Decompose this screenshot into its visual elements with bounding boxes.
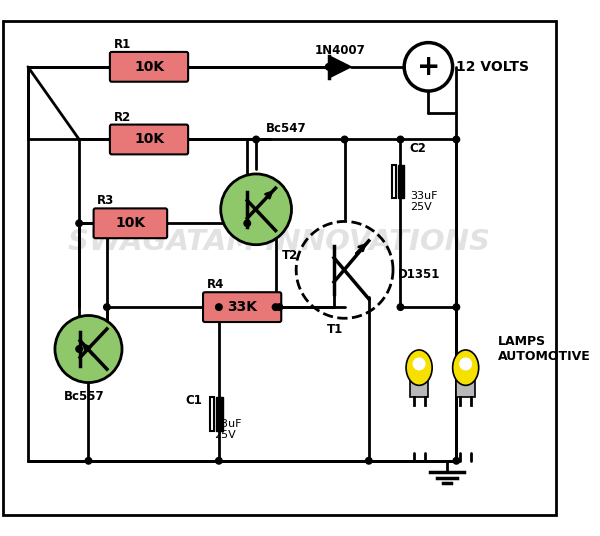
FancyBboxPatch shape (94, 209, 167, 238)
Text: 1N4007: 1N4007 (314, 43, 365, 57)
Text: Bc547: Bc547 (265, 122, 306, 135)
Text: 33uF
25V: 33uF 25V (410, 191, 437, 212)
Text: R3: R3 (97, 195, 115, 207)
Circle shape (215, 304, 222, 310)
Circle shape (76, 346, 82, 352)
Bar (216, 398, 223, 431)
Circle shape (104, 304, 110, 310)
FancyBboxPatch shape (203, 292, 281, 322)
Text: T1: T1 (327, 323, 343, 336)
Text: 10K: 10K (115, 217, 145, 230)
Circle shape (365, 458, 372, 464)
Circle shape (453, 136, 460, 143)
Circle shape (221, 174, 292, 245)
Circle shape (404, 43, 452, 91)
Circle shape (397, 136, 404, 143)
Bar (211, 398, 214, 431)
Circle shape (253, 136, 259, 143)
Circle shape (85, 458, 92, 464)
Circle shape (276, 304, 283, 310)
Text: LAMPS
AUTOMOTIVE: LAMPS AUTOMOTIVE (498, 335, 591, 363)
Circle shape (341, 136, 348, 143)
Text: C2: C2 (410, 142, 427, 155)
Text: D1351: D1351 (398, 268, 440, 281)
Text: 10K: 10K (134, 132, 164, 146)
Ellipse shape (459, 358, 472, 370)
Circle shape (215, 458, 222, 464)
Ellipse shape (413, 358, 425, 370)
Circle shape (55, 316, 122, 383)
Ellipse shape (406, 350, 432, 385)
Bar (392, 165, 396, 198)
Text: C1: C1 (185, 394, 202, 407)
Circle shape (453, 458, 460, 464)
Polygon shape (329, 56, 351, 78)
Text: T2: T2 (282, 249, 298, 263)
Text: 10K: 10K (134, 60, 164, 74)
Text: R1: R1 (113, 38, 131, 51)
Text: SWAGATAM INNOVATIONS: SWAGATAM INNOVATIONS (68, 228, 490, 256)
Ellipse shape (452, 350, 479, 385)
Circle shape (272, 304, 279, 310)
Circle shape (76, 220, 82, 227)
Bar (457, 377, 475, 398)
Text: 12 VOLTS: 12 VOLTS (457, 60, 529, 74)
Text: +: + (417, 53, 440, 81)
Text: R4: R4 (207, 278, 224, 291)
Circle shape (397, 304, 404, 310)
Text: Bc557: Bc557 (64, 390, 104, 403)
Circle shape (453, 304, 460, 310)
Text: 33uF
25V: 33uF 25V (214, 419, 242, 441)
Circle shape (326, 64, 332, 70)
Text: 33K: 33K (227, 300, 257, 314)
Bar (410, 377, 428, 398)
FancyBboxPatch shape (110, 52, 188, 81)
Bar (398, 165, 404, 198)
Text: R2: R2 (113, 110, 131, 124)
FancyBboxPatch shape (110, 124, 188, 154)
Circle shape (244, 220, 251, 227)
